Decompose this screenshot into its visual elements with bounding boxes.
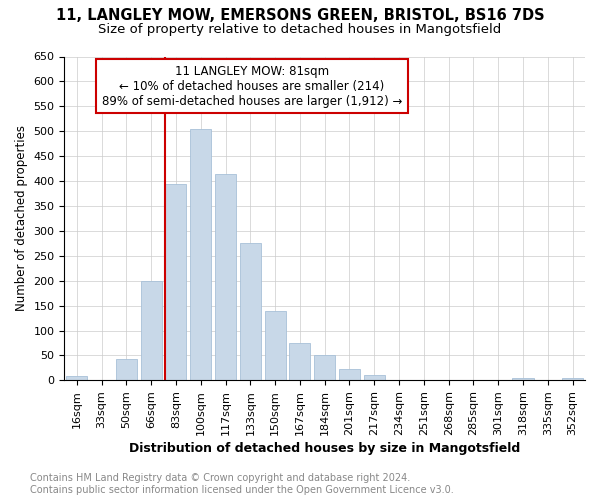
Y-axis label: Number of detached properties: Number of detached properties <box>15 126 28 312</box>
Bar <box>215 174 236 380</box>
Bar <box>562 378 583 380</box>
Text: Size of property relative to detached houses in Mangotsfield: Size of property relative to detached ho… <box>98 22 502 36</box>
Bar <box>265 310 286 380</box>
X-axis label: Distribution of detached houses by size in Mangotsfield: Distribution of detached houses by size … <box>129 442 520 455</box>
Bar <box>339 369 360 380</box>
Bar <box>190 128 211 380</box>
Bar <box>512 378 533 380</box>
Text: 11, LANGLEY MOW, EMERSONS GREEN, BRISTOL, BS16 7DS: 11, LANGLEY MOW, EMERSONS GREEN, BRISTOL… <box>56 8 544 22</box>
Bar <box>314 356 335 380</box>
Bar <box>140 280 162 380</box>
Bar <box>364 376 385 380</box>
Bar <box>166 184 187 380</box>
Text: Contains HM Land Registry data © Crown copyright and database right 2024.
Contai: Contains HM Land Registry data © Crown c… <box>30 474 454 495</box>
Bar <box>66 376 88 380</box>
Text: 11 LANGLEY MOW: 81sqm
← 10% of detached houses are smaller (214)
89% of semi-det: 11 LANGLEY MOW: 81sqm ← 10% of detached … <box>101 64 402 108</box>
Bar <box>240 244 261 380</box>
Bar <box>116 359 137 380</box>
Bar <box>289 343 310 380</box>
